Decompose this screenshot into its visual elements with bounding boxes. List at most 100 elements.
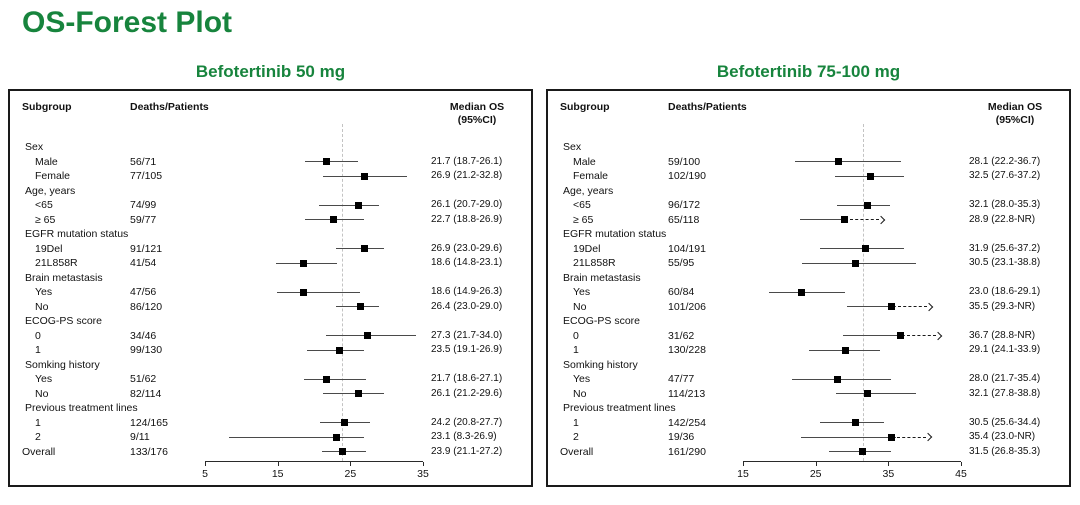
subgroup-label: Overall [22, 445, 56, 458]
subgroup-label: <65 [573, 199, 591, 211]
confidence-interval-line [820, 248, 905, 250]
plot-cell [738, 401, 966, 416]
x-axis-tick [888, 462, 890, 466]
median-os-value: 23.1 (8.3-26.9) [431, 431, 497, 442]
confidence-interval-line [795, 161, 901, 163]
forest-group-row: Somking history [560, 358, 1061, 373]
median-os-value: 35.4 (23.0-NR) [969, 431, 1036, 442]
median-os-value [966, 401, 1061, 416]
deaths-patients-value: 99/130 [130, 344, 163, 356]
point-estimate-marker [300, 288, 308, 296]
plot-cell [200, 430, 428, 445]
median-os-value: 21.7 (18.6-27.1) [431, 373, 503, 384]
deaths-patients-value: 161/290 [668, 445, 706, 458]
subgroup-label: Sex [25, 141, 44, 153]
median-os-value: 31.5 (26.8-35.3) [969, 445, 1041, 457]
point-estimate-marker [363, 332, 371, 340]
median-os-value: 28.1 (22.2-36.7) [969, 155, 1041, 167]
median-os-value: 24.2 (20.8-27.7) [431, 416, 503, 428]
x-axis-tick-label: 45 [955, 468, 967, 480]
subgroup-label: Yes [35, 286, 53, 298]
forest-group-row: Sex [22, 140, 523, 155]
forest-data-row: 1 130/228 29.1 (24.1-33.9) [560, 343, 1061, 358]
forest-data-row: ≥ 65 59/77 22.7 (18.8-26.9) [22, 213, 523, 228]
median-header-line1: Median OS [449, 101, 505, 113]
forest-group-row: EGFR mutation status [22, 227, 523, 242]
point-estimate-marker [322, 158, 330, 166]
plot-cell [200, 227, 428, 242]
deaths-patients-value [130, 271, 200, 286]
point-estimate-marker [862, 245, 870, 253]
deaths-patients-value: 65/118 [668, 213, 700, 226]
deaths-patients-value: 47/77 [668, 373, 695, 385]
point-estimate-marker [887, 433, 895, 441]
deaths-patients-value [668, 401, 738, 416]
subgroup-label: Previous treatment lines [25, 402, 138, 414]
median-os-value: 23.9 (21.1-27.2) [431, 445, 503, 457]
forest-data-row: 19Del 104/191 31.9 (25.6-37.2) [560, 242, 1061, 257]
forest-data-row: Overall 161/290 31.5 (26.8-35.3) [560, 445, 1061, 460]
subgroup-label: 0 [35, 329, 41, 342]
x-axis-tick-label: 25 [344, 468, 357, 480]
panel-title: Befotertinib 50 mg [195, 62, 346, 81]
plot-cell [738, 213, 966, 228]
panel-box: Subgroup Deaths/Patients Median OS (95%C… [8, 89, 533, 487]
x-axis-tick-label: 15 [737, 468, 749, 480]
subgroup-label: Brain metastasis [563, 271, 641, 284]
median-header-line2: (95%CI) [457, 114, 497, 126]
deaths-patients-value: 114/213 [668, 387, 706, 400]
subgroup-label: 1 [35, 344, 41, 356]
median-os-value: 35.5 (29.3-NR) [969, 300, 1036, 312]
point-estimate-marker [863, 390, 871, 398]
forest-data-row: 0 34/46 27.3 (21.7-34.0) [22, 329, 523, 344]
confidence-interval-line [335, 248, 384, 250]
deaths-patients-value: 96/172 [668, 199, 701, 211]
column-header-subgroup: Subgroup [22, 101, 72, 113]
point-estimate-marker [333, 433, 341, 441]
median-os-value: 32.5 (27.6-37.2) [969, 170, 1041, 181]
plot-cell [738, 343, 966, 358]
arrow-right-icon [924, 433, 933, 442]
plot-cell [738, 227, 966, 242]
deaths-patients-value: 56/71 [130, 155, 157, 168]
median-os-value: 30.5 (25.6-34.4) [969, 416, 1041, 428]
median-os-value: 28.0 (21.7-35.4) [969, 373, 1041, 384]
subgroup-label: Overall [560, 445, 594, 458]
subgroup-label: 1 [35, 416, 41, 429]
median-os-value: 32.1 (28.0-35.3) [969, 199, 1041, 210]
forest-data-row: 2 9/11 23.1 (8.3-26.9) [22, 430, 523, 445]
column-header-row: Subgroup Deaths/Patients Median OS (95%C… [22, 101, 523, 127]
deaths-patients-value: 19/36 [668, 431, 695, 443]
median-os-value: 26.9 (23.0-29.6) [431, 242, 503, 254]
deaths-patients-value [130, 358, 200, 373]
plot-cell [200, 169, 428, 184]
point-estimate-marker [335, 346, 343, 354]
plot-cell [200, 358, 428, 373]
confidence-interval-line [791, 378, 892, 380]
confidence-interval-line [276, 291, 360, 293]
subgroup-label: Previous treatment lines [563, 402, 676, 414]
plot-cell [200, 387, 428, 402]
confidence-interval-line [228, 436, 365, 438]
deaths-patients-value: 51/62 [130, 373, 157, 385]
median-os-value [428, 184, 523, 199]
forest-data-row: 19Del 91/121 26.9 (23.0-29.6) [22, 242, 523, 257]
subgroup-label: Yes [35, 373, 53, 385]
confidence-interval-line [846, 306, 897, 308]
plot-cell [738, 430, 966, 445]
column-header-subgroup: Subgroup [560, 101, 610, 113]
panel-befotertinib-75-100mg: Befotertinib 75-100 mg Subgroup Deaths/P… [546, 62, 1071, 487]
x-axis-tick-label: 35 [417, 468, 429, 480]
x-axis-tick [423, 462, 424, 466]
forest-data-row: No 114/213 32.1 (27.8-38.8) [560, 387, 1061, 402]
forest-panels: Befotertinib 50 mg Subgroup Deaths/Patie… [8, 62, 1071, 487]
median-os-value: 26.1 (21.2-29.6) [431, 387, 503, 399]
x-axis-tick [743, 462, 744, 466]
confidence-interval-line [326, 335, 416, 337]
point-estimate-marker [300, 259, 308, 267]
plot-cell [738, 387, 966, 402]
median-os-value: 30.5 (23.1-38.8) [969, 257, 1041, 268]
confidence-interval-line [799, 219, 849, 221]
confidence-interval-line [303, 378, 366, 380]
x-axis-tick-label: 15 [271, 468, 284, 480]
